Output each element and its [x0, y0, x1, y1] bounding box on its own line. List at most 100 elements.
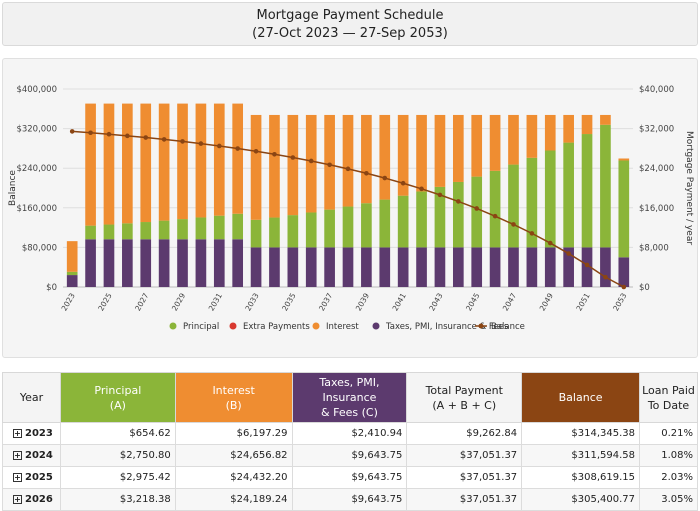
x-tick-label: 2025: [96, 291, 113, 312]
header-interest[interactable]: Interest (B): [174, 372, 293, 423]
x-tick-label: 2051: [574, 291, 591, 312]
bar-taxes: [250, 247, 262, 287]
bar-taxes: [66, 275, 78, 287]
bar-taxes: [177, 239, 188, 287]
paid-cell: 2.03%: [639, 466, 698, 489]
bar-taxes: [103, 239, 115, 287]
header-total[interactable]: Total Payment (A + B + C): [406, 372, 523, 423]
taxes-cell: $9,643.75: [291, 466, 408, 489]
bar-taxes: [544, 247, 556, 287]
total-cell: $9,262.84: [406, 422, 523, 445]
legend-label: Principal: [183, 322, 219, 332]
balance-point: [419, 186, 424, 192]
y-tick-right: $16,000: [639, 204, 674, 214]
header-year[interactable]: Year: [2, 372, 61, 423]
balance-point: [88, 130, 93, 136]
bar-interest: [600, 114, 611, 125]
bar-principal: [324, 209, 335, 248]
x-tick-label: 2033: [243, 291, 260, 312]
balance-point: [547, 240, 553, 246]
bar-principal: [305, 212, 317, 248]
bar-principal: [416, 191, 427, 248]
bar-principal: [232, 213, 244, 240]
header-paid-label: Loan Paid: [642, 383, 695, 397]
bar-interest: [397, 114, 409, 196]
balance-point: [235, 146, 240, 151]
principal-cell: $3,218.38: [59, 488, 176, 511]
legend-label: Interest: [326, 322, 359, 332]
page-title: Mortgage Payment Schedule: [256, 8, 444, 23]
bar-principal: [158, 220, 170, 240]
bar-taxes: [581, 247, 593, 287]
year-cell[interactable]: +2025: [2, 466, 61, 489]
legend-dot-icon: [169, 322, 177, 330]
y-axis-label-left: Balance: [8, 170, 18, 206]
year-label: 2024: [25, 450, 53, 461]
bar-interest: [85, 103, 96, 226]
bar-interest: [195, 103, 207, 218]
table-row: +2026 $3,218.38 $24,189.24 $9,643.75 $37…: [2, 488, 698, 511]
interest-cell: $24,189.24: [174, 488, 293, 511]
y-axis-label-right: Mortgage Payment / year: [684, 131, 694, 245]
bar-principal: [618, 160, 630, 258]
bar-principal: [103, 224, 115, 240]
expand-icon[interactable]: +: [13, 429, 22, 438]
balance-point: [180, 139, 185, 144]
year-label: 2026: [25, 494, 53, 505]
schedule-table: Year Principal (A) Interest (B) Taxes, P…: [2, 372, 698, 511]
header-principal[interactable]: Principal (A): [59, 372, 176, 423]
bar-taxes: [526, 247, 538, 287]
bar-principal: [471, 176, 483, 248]
balance-point: [603, 274, 608, 280]
balance-point: [161, 137, 167, 142]
expand-icon[interactable]: +: [13, 495, 22, 504]
bar-taxes: [434, 247, 446, 287]
header-taxes[interactable]: Taxes, PMI, Insurance & Fees (C): [291, 372, 408, 423]
paid-cell: 1.08%: [639, 444, 698, 467]
balance-point: [327, 162, 332, 168]
year-cell[interactable]: +2023: [2, 422, 61, 445]
bar-interest: [434, 114, 446, 187]
bar-taxes: [563, 247, 574, 287]
bar-principal: [250, 219, 262, 248]
y-tick-left: $160,000: [16, 204, 57, 214]
bar-principal: [489, 170, 501, 248]
bar-interest: [508, 114, 519, 165]
bar-interest: [526, 114, 538, 158]
taxes-cell: $9,643.75: [291, 488, 408, 511]
year-cell[interactable]: +2026: [2, 488, 61, 511]
expand-icon[interactable]: +: [13, 473, 22, 482]
bar-taxes: [618, 257, 630, 287]
balance-point: [492, 213, 498, 219]
bar-interest: [305, 114, 317, 213]
header-balance[interactable]: Balance: [521, 372, 640, 423]
year-label: 2023: [25, 428, 53, 439]
bar-taxes: [324, 247, 335, 287]
bar-interest: [379, 114, 391, 200]
balance-point: [456, 199, 461, 204]
legend-label: Extra Payments: [243, 322, 310, 332]
bar-taxes: [379, 247, 391, 287]
header-paid[interactable]: Loan Paid To Date: [639, 372, 698, 423]
bar-taxes: [232, 239, 244, 287]
header-total-label: Total Payment: [425, 383, 503, 397]
x-tick-label: 2039: [354, 291, 371, 312]
bar-interest: [103, 103, 115, 225]
bar-taxes: [416, 247, 427, 287]
expand-icon[interactable]: +: [13, 451, 22, 460]
bar-taxes: [305, 247, 317, 287]
bar-interest: [140, 103, 152, 223]
balance-point: [106, 131, 112, 137]
bar-interest: [324, 114, 335, 210]
header-principal-sub: (A): [109, 398, 126, 412]
bar-principal: [195, 217, 207, 240]
balance-point: [566, 251, 571, 256]
taxes-cell: $2,410.94: [291, 422, 408, 445]
x-tick-label: 2045: [464, 291, 481, 312]
year-cell[interactable]: +2024: [2, 444, 61, 467]
balance-point: [143, 135, 149, 140]
legend-dot-icon: [229, 322, 237, 330]
bar-principal: [213, 215, 225, 240]
y-tick-right: $24,000: [639, 164, 674, 174]
bar-interest: [618, 158, 630, 161]
